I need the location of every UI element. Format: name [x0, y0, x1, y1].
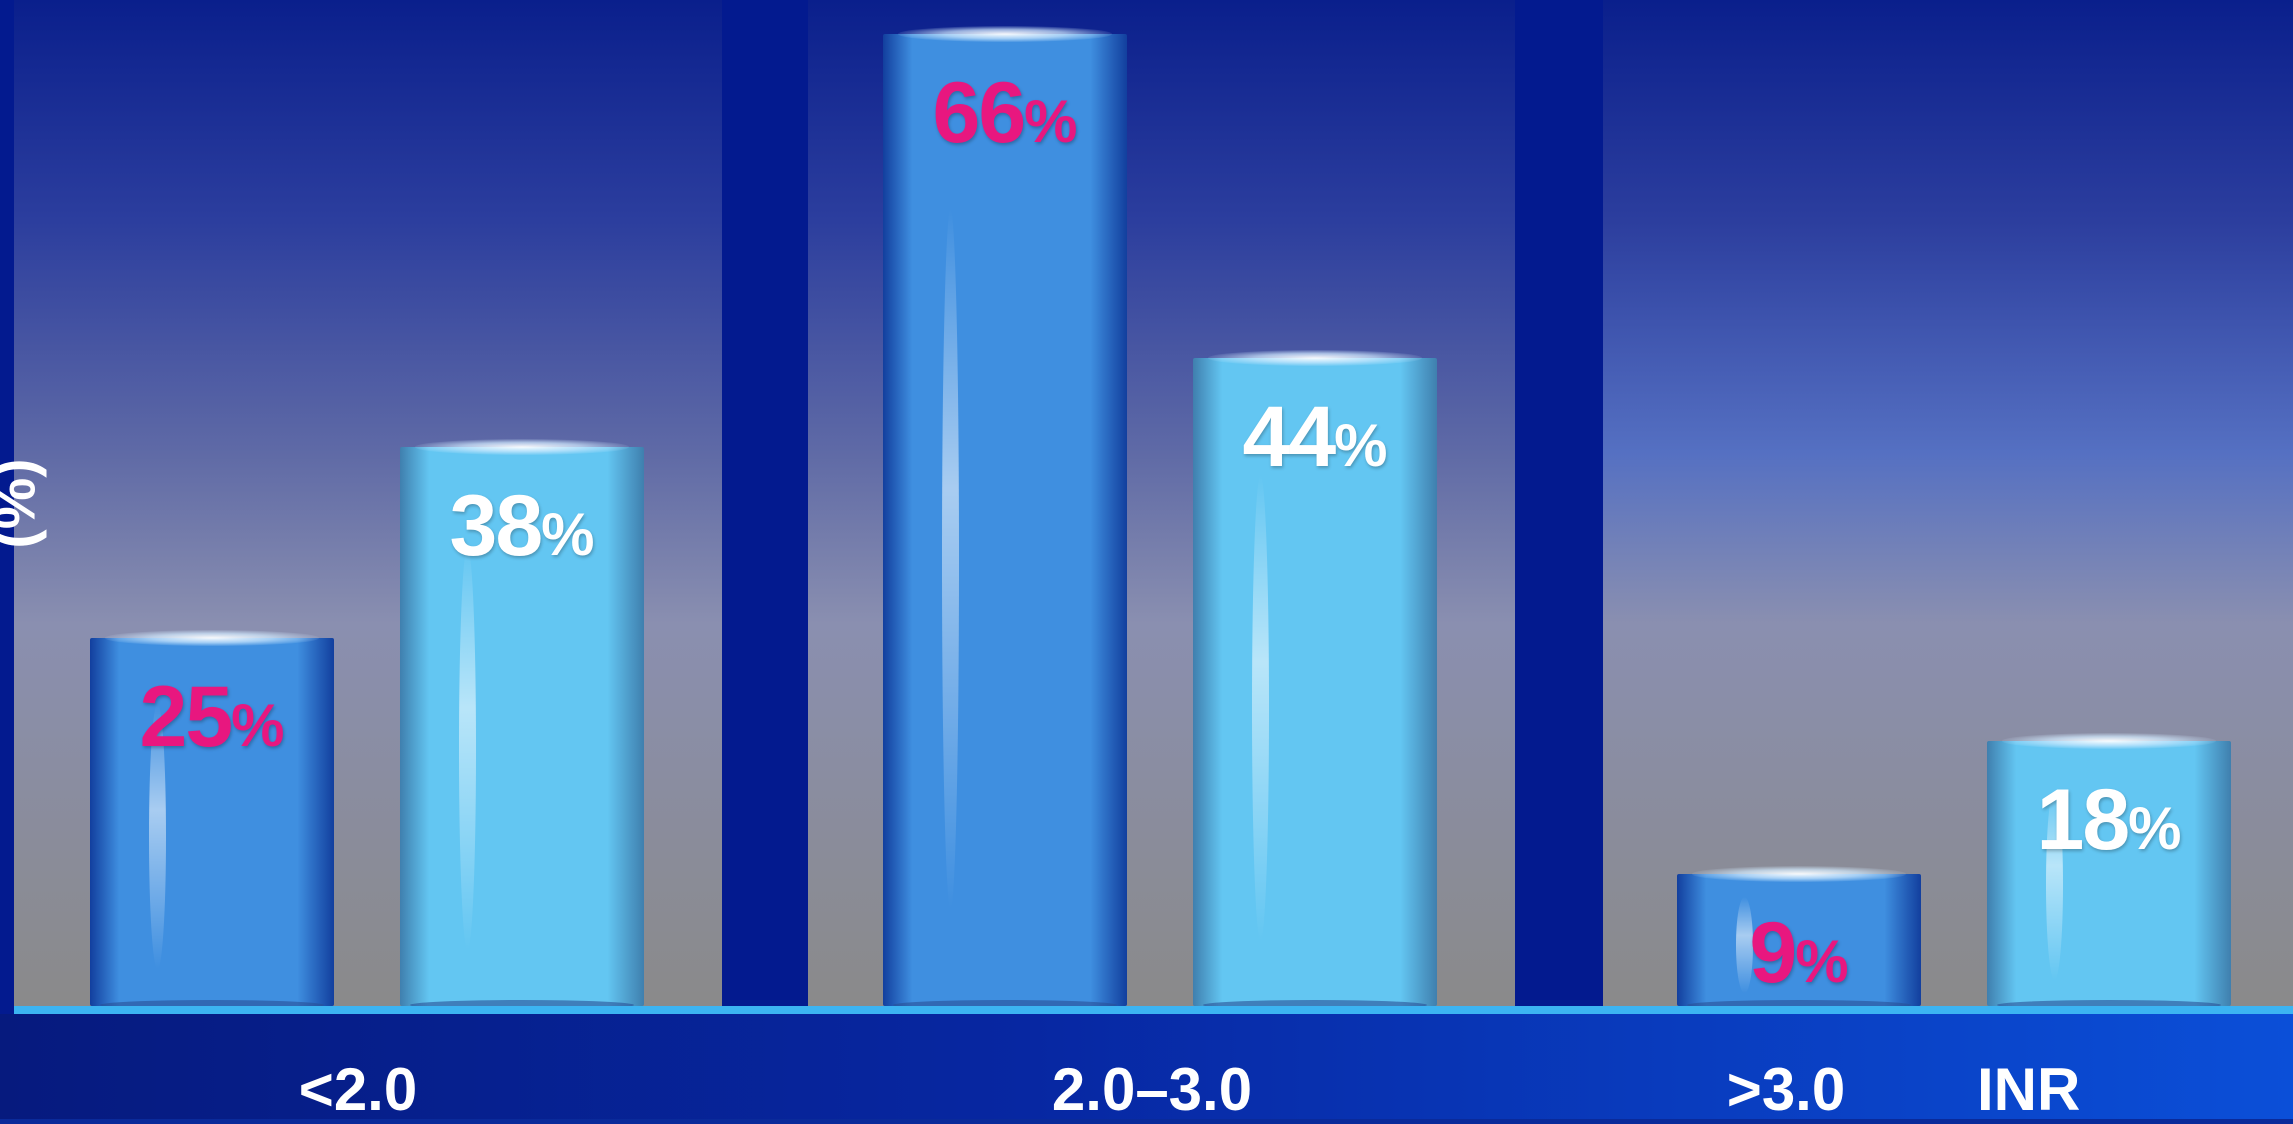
data-label-2-0: 38% [449, 477, 594, 576]
data-label-1-0: 25% [139, 668, 284, 767]
bar-highlight [1735, 897, 1753, 993]
data-label-value: 44 [1242, 389, 1336, 486]
data-label-unit: % [231, 692, 285, 759]
y-axis-title: (%) [0, 458, 48, 549]
left-edge-band [0, 0, 14, 1014]
bar-cap [897, 26, 1113, 43]
bar-2-0 [400, 438, 644, 1010]
category-label-2: >3.0 [1726, 1056, 1846, 1123]
bar-cap [1207, 350, 1423, 367]
bar-2-1 [1193, 350, 1437, 1010]
panel-divider [1515, 0, 1603, 1006]
data-label-value: 66 [932, 65, 1026, 162]
bar-highlight [2045, 788, 2063, 980]
x-axis-title: INR [1977, 1056, 2081, 1123]
data-label-unit: % [541, 500, 595, 568]
bar-cap [2001, 733, 2217, 750]
data-label-value: 25 [139, 669, 233, 765]
bar-base [892, 999, 1118, 1010]
bar-highlight [148, 704, 166, 970]
bar-base [409, 999, 635, 1010]
data-label-2-1: 44% [1242, 388, 1387, 487]
data-label-value: 38 [449, 477, 543, 574]
bar-cap [414, 438, 630, 455]
data-label-value: 18 [2036, 772, 2130, 869]
data-label-unit: % [2128, 795, 2182, 863]
panel-divider [722, 0, 808, 1006]
category-label-1: 2.0–3.0 [1051, 1056, 1253, 1123]
data-label-unit: % [1795, 927, 1849, 995]
bar-1-2 [1677, 865, 1921, 1010]
data-label-unit: % [1024, 88, 1078, 156]
data-label-2-2: 18% [2036, 771, 2181, 870]
data-label-1-1: 66% [932, 64, 1077, 163]
bar-1-0 [90, 630, 334, 1010]
bar-base [99, 1000, 325, 1010]
bar-1-1 [883, 26, 1127, 1010]
bar-cap [104, 630, 320, 646]
bar-highlight [1251, 474, 1269, 942]
data-label-1-2: 9% [1749, 904, 1848, 1003]
bar-highlight [458, 547, 476, 951]
data-label-unit: % [1334, 412, 1388, 480]
bar-base [1996, 999, 2222, 1010]
bar-base [1202, 999, 1428, 1010]
bar-2-2 [1987, 733, 2231, 1010]
bar-highlight [941, 209, 959, 909]
category-label-0: <2.0 [298, 1056, 418, 1123]
bar-cap [1691, 865, 1907, 882]
x-axis-line [14, 1006, 2293, 1014]
bar-base [1686, 999, 1912, 1010]
x-axis-band [0, 1014, 2293, 1119]
data-label-value: 9 [1749, 904, 1797, 1001]
